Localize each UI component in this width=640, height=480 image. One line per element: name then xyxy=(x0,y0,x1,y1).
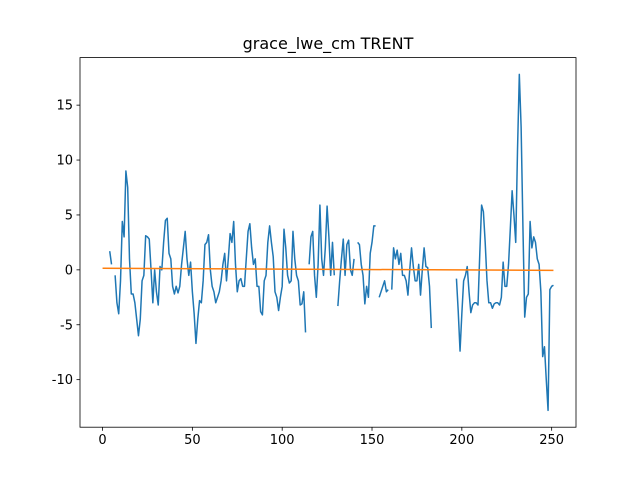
x-tick-label: 250 xyxy=(539,433,564,448)
x-tick-label: 150 xyxy=(360,433,385,448)
x-tick-label: 200 xyxy=(449,433,474,448)
y-tick-label: 5 xyxy=(65,208,73,223)
y-tick-label: 0 xyxy=(65,263,73,278)
y-tick-label: -5 xyxy=(60,318,73,333)
data-line xyxy=(102,267,554,272)
y-tick-label: 10 xyxy=(56,154,73,169)
y-tick-label: -10 xyxy=(52,373,73,388)
data-line xyxy=(108,73,554,412)
x-tick-label: 50 xyxy=(184,433,201,448)
y-tick-label: 15 xyxy=(56,99,73,114)
x-tick-label: 100 xyxy=(270,433,295,448)
chart-title: grace_lwe_cm TRENT xyxy=(243,34,414,54)
plot-frame xyxy=(79,57,577,428)
x-tick-label: 0 xyxy=(98,433,106,448)
